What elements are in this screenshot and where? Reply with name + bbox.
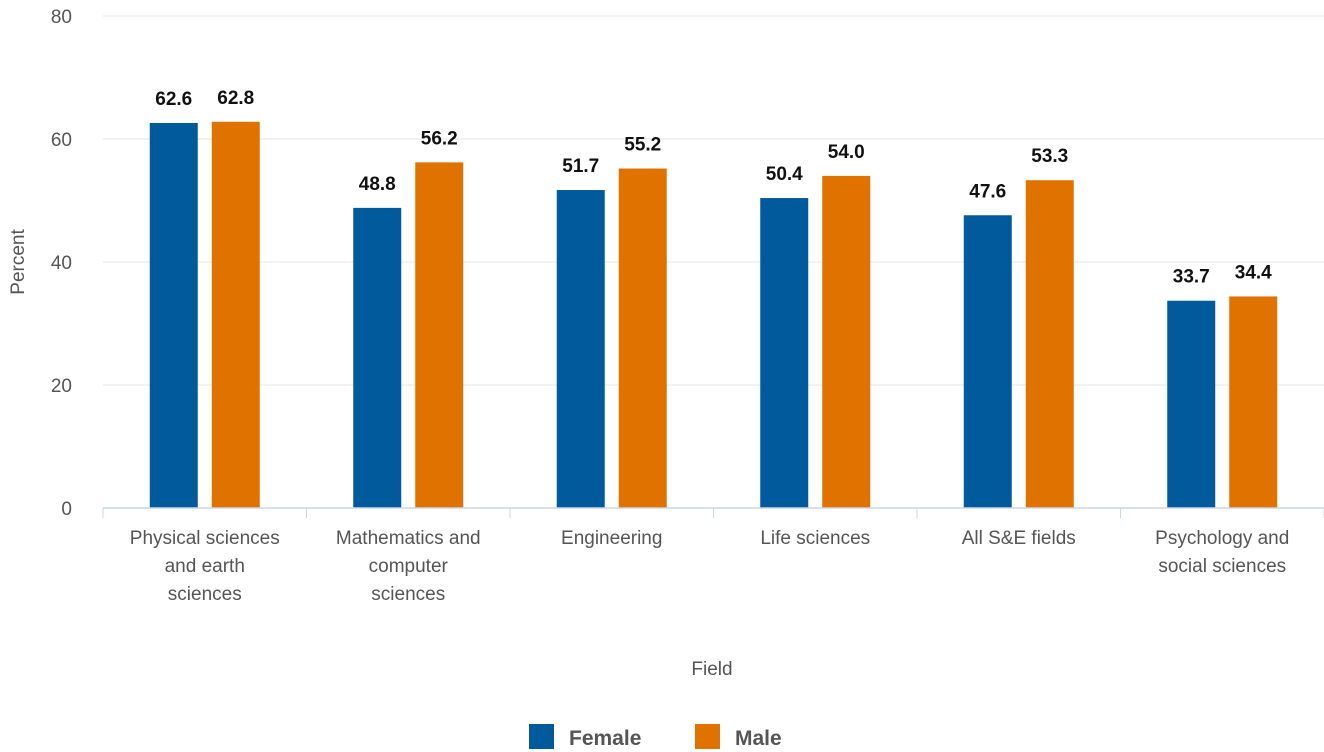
bar-male: [1025, 180, 1074, 508]
data-label: 50.4: [766, 164, 803, 185]
data-label: 62.8: [217, 88, 254, 109]
x-category-label: Life sciences: [760, 528, 870, 549]
y-tick-label: 80: [51, 7, 72, 28]
legend-swatch-male: [695, 724, 720, 749]
bar-male: [415, 162, 464, 508]
x-category-label: All S&E fields: [962, 528, 1076, 549]
x-category-label-line: Psychology and: [1155, 528, 1289, 549]
y-tick-label: 40: [51, 253, 72, 274]
y-axis-ticks: 0 20 40 60 80: [51, 7, 72, 520]
data-label: 48.8: [359, 174, 396, 195]
data-label: 47.6: [969, 181, 1006, 202]
y-tick-label: 60: [51, 130, 72, 151]
data-label: 54.0: [828, 142, 865, 163]
bar-male: [1229, 296, 1278, 508]
x-axis: Physical sciences and earth sciencesMathem…: [102, 507, 1324, 605]
bar-female: [760, 198, 809, 509]
legend: Female Male: [529, 724, 782, 750]
gridlines: [103, 15, 1324, 386]
bars: 62.6 62.8 48.8 56.2 51.7 55.2 50.4 54.0 47.6 53.3…: [149, 88, 1278, 509]
x-category-label-line: Mathematics and: [336, 528, 481, 549]
x-category-label: Engineering: [561, 528, 662, 549]
x-category-label-line: All S&E fields: [962, 528, 1076, 549]
data-label: 53.3: [1031, 146, 1068, 167]
legend-label-male: Male: [735, 727, 782, 750]
bar-female: [963, 215, 1012, 508]
bar-male: [211, 121, 260, 508]
x-category-label-line: sciences: [168, 584, 242, 605]
x-category-label-line: Physical sciences: [130, 528, 280, 549]
x-category-label: Psychology and social sciences: [1155, 528, 1289, 577]
data-label: 34.4: [1235, 262, 1272, 283]
y-axis-title: Percent: [8, 229, 29, 295]
data-label: 51.7: [562, 156, 599, 177]
x-category-label: Mathematics and computer sciences: [336, 528, 481, 605]
y-tick-label: 0: [61, 499, 72, 520]
bar-female: [149, 123, 198, 508]
x-category-label-line: social sciences: [1158, 556, 1286, 577]
bar-male: [618, 168, 667, 508]
data-label: 62.6: [155, 89, 192, 110]
legend-swatch-female: [529, 724, 554, 749]
legend-label-female: Female: [569, 727, 641, 750]
x-category-label-line: Life sciences: [760, 528, 870, 549]
bar-female: [353, 207, 402, 508]
data-label: 56.2: [421, 128, 458, 149]
x-category-label-line: Engineering: [561, 528, 662, 549]
bar-female: [1167, 300, 1216, 508]
data-label: 55.2: [624, 135, 661, 156]
x-category-label-line: sciences: [371, 584, 445, 605]
y-tick-label: 20: [51, 376, 72, 397]
bar-male: [822, 175, 871, 508]
x-axis-title: Field: [691, 659, 732, 680]
x-category-label: Physical sciences and earth sciences: [130, 528, 280, 605]
x-category-label-line: and earth: [165, 556, 245, 577]
bar-female: [556, 190, 605, 509]
data-label: 33.7: [1173, 267, 1210, 288]
x-category-label-line: computer: [369, 556, 449, 577]
